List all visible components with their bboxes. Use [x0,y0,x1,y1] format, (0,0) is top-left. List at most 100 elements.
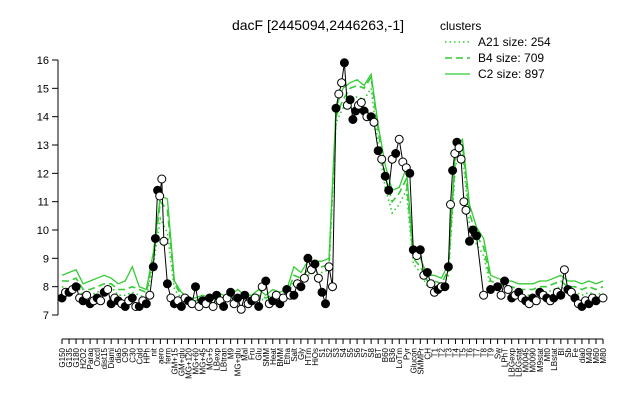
data-point [321,299,330,309]
x-tick-label: M80 [599,347,608,363]
x-tick-label: Fru [248,348,257,360]
x-tick-label: HiOs [311,348,320,366]
x-tick-label: T3 [444,347,453,357]
x-tick-label: aero [156,347,165,364]
data-point [493,282,503,292]
data-point [461,205,471,215]
data-point [345,95,355,105]
y-tick-label: 15 [37,83,49,95]
data-point [479,290,489,300]
x-tick-label: LBexp [213,347,222,370]
data-point [339,58,349,68]
data-point [328,282,337,292]
x-tick-label: S6 [353,347,362,357]
data-point [334,89,344,99]
data-point [155,191,165,201]
data-point [405,168,415,178]
x-tick-label: Glu [255,348,264,360]
data-point [448,166,458,175]
x-tick-label: S4 [339,347,348,357]
series-lines [61,62,604,312]
x-tick-label: B36 [388,347,397,362]
x-tick-label: T9 [487,347,496,357]
data-point [559,265,569,275]
x-tick-label: LPhT [501,348,510,367]
legend-label-2: C2 size: 897 [478,67,545,81]
x-tick-label: T6 [466,347,475,357]
x-tick-label: CH [423,348,432,360]
x-tick-label: BMM [276,348,285,367]
x-tick-label: Diami [107,348,116,369]
x-tick-label: dia5 [114,347,123,363]
data-point [240,290,250,300]
data-point [310,259,320,269]
data-points [57,58,608,314]
x-tick-label: M60 [592,347,601,363]
x-tick-label: M9 [227,347,236,359]
x-tick-label: MG+45 [199,347,208,374]
y-tick-label: 8 [43,282,49,294]
data-point [454,143,464,153]
x-tick-label: HPh [142,348,151,364]
x-tick-label: T8 [480,347,489,357]
data-point [226,287,236,297]
data-point [103,285,113,294]
x-tick-label: S8 [367,347,376,357]
x-tick-label: T2 [437,347,446,357]
data-point [317,287,327,297]
data-point [348,115,358,124]
data-point [503,285,513,294]
x-tick-label: C90 [121,347,130,362]
data-point [296,282,306,292]
x-tick-label: ferm [163,348,172,364]
data-point [337,78,347,88]
x-tick-label: G180 [72,347,81,367]
y-tick-label: 11 [38,197,49,209]
legend: clusters A21 size: 254 B4 size: 709 C2 siz… [440,19,551,81]
data-point [356,98,366,107]
x-tick-label: HTm [304,348,313,366]
x-tick-label: Oxctl [93,348,102,366]
data-point [446,200,455,209]
data-point [289,290,299,300]
data-point [150,234,160,243]
x-tick-label: M0090 [529,347,538,372]
series-line-2 [61,72,604,299]
x-tick-label: Pyr [402,348,411,360]
x-tick-label: M9stat [536,347,545,372]
x-ticks: G150G135G180H2O2ParaqOxctldist15Diamidia… [58,339,608,379]
x-tick-label: B60 [381,347,390,362]
x-tick-label: G150 [58,347,67,367]
y-ticks: 7 8 9 10 11 12 13 14 15 16 [37,55,58,322]
x-tick-label: LoTm [395,348,404,369]
data-point [71,282,81,292]
x-tick-label: MG+glu [234,348,243,376]
x-tick-label: S5 [346,347,355,357]
x-tick-label: BT [374,348,383,358]
x-tick-label: Mt0 [543,347,552,361]
data-point [261,276,271,286]
data-point [236,304,246,314]
data-point [148,262,158,272]
data-point [191,282,200,292]
y-tick-label: 16 [37,55,49,67]
data-point [162,279,172,289]
data-point [208,302,218,311]
x-tick-label: Mal [241,348,250,361]
x-tick-label: LBGexp [508,347,517,376]
data-point [331,103,341,113]
data-point [127,293,137,303]
x-tick-label: T7 [473,347,482,357]
data-point [556,290,566,300]
x-tick-label: Sw [494,348,503,359]
x-tick-label: C30 [128,347,137,362]
data-point [459,197,469,207]
data-point [176,302,186,311]
data-point [531,296,541,306]
legend-title: clusters [440,19,481,33]
x-tick-label: S2 [325,347,334,357]
data-point [422,268,432,277]
data-point [157,174,167,184]
x-tick-label: M40 [585,347,594,363]
